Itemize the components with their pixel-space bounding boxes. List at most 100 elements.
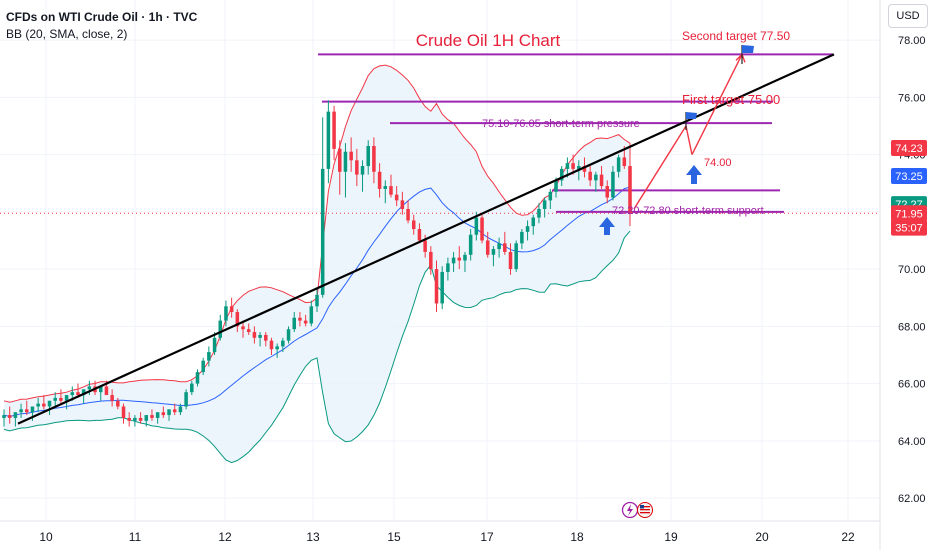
candle [531, 214, 536, 235]
candle [542, 197, 547, 218]
candle [406, 200, 410, 224]
candle [343, 143, 348, 198]
candle [451, 251, 456, 272]
candle [537, 203, 541, 224]
candle [246, 323, 251, 335]
first-target-label: First target 75.00 [682, 92, 780, 107]
candle [429, 246, 433, 275]
candle [503, 231, 507, 255]
candle [195, 369, 200, 387]
candle [303, 314, 308, 327]
arrow-up-icon [599, 217, 615, 235]
candle [241, 320, 245, 338]
candle [366, 140, 370, 175]
candle [110, 389, 114, 407]
candles [2, 100, 632, 427]
symbol-title: CFDs on WTI Crude Oil · 1h · TVC [6, 10, 198, 24]
x-tick-label: 11 [129, 530, 142, 544]
currency-button[interactable]: USD [888, 4, 928, 28]
candle [7, 406, 12, 424]
candle [611, 166, 615, 201]
candle [98, 386, 103, 401]
candle [224, 300, 228, 327]
candle [87, 380, 92, 396]
candle [508, 243, 513, 275]
candle [485, 231, 490, 258]
candle [252, 326, 257, 344]
candle [235, 309, 240, 333]
price-label: 74.23 [891, 139, 927, 156]
price-label-text: 73.25 [895, 171, 923, 183]
y-tick-label: 76.00 [898, 92, 926, 104]
candle [372, 137, 376, 184]
event-icons [621, 501, 653, 519]
candle [298, 312, 302, 327]
candle [594, 171, 598, 192]
candle [400, 191, 405, 215]
indicator-legend[interactable]: BB (20, SMA, close, 2) [6, 27, 128, 41]
price-label: 71.95 [891, 205, 927, 222]
candle [525, 220, 530, 241]
candle [349, 137, 353, 172]
candle [201, 357, 205, 376]
y-tick-label: 68.00 [898, 321, 926, 333]
pullback-label: 74.00 [704, 157, 732, 169]
candle [155, 412, 160, 424]
x-tick-label: 20 [755, 530, 769, 544]
candle [440, 266, 444, 310]
candle [394, 186, 399, 207]
candle [463, 251, 467, 272]
candle [457, 246, 462, 270]
support-label: 72.20-72.80 short-term support [612, 205, 764, 217]
x-tick-label: 15 [387, 530, 401, 544]
x-tick-label: 13 [306, 530, 320, 544]
candle [133, 415, 137, 427]
candle [190, 380, 194, 396]
candle [355, 148, 359, 187]
candle [434, 260, 439, 313]
candle [13, 412, 18, 427]
candle [2, 409, 6, 427]
candle [588, 166, 592, 187]
candle [337, 140, 342, 195]
candle [264, 332, 268, 347]
candle [116, 397, 120, 410]
y-tick-label: 66.00 [898, 379, 926, 391]
candle [138, 412, 143, 424]
candle [184, 389, 188, 410]
candle [628, 143, 632, 227]
candle [446, 257, 450, 281]
candle [47, 400, 52, 416]
candle [36, 397, 40, 413]
candle [218, 314, 223, 341]
candle [144, 415, 149, 427]
candle [616, 154, 621, 178]
candle [480, 214, 484, 244]
candle [229, 297, 234, 318]
candle [559, 166, 564, 187]
projection-segment [691, 54, 743, 155]
second-target-label: Second target 77.50 [682, 29, 790, 43]
x-tick-label: 17 [480, 530, 494, 544]
candle [514, 240, 518, 272]
candle [383, 180, 388, 204]
candle [178, 403, 183, 416]
bollinger-fill [4, 65, 630, 463]
candle [53, 392, 57, 407]
candle [315, 289, 319, 313]
trendline[interactable] [17, 53, 835, 425]
candle [360, 160, 365, 192]
candle [59, 389, 63, 404]
candle [320, 117, 325, 298]
candle [292, 312, 297, 333]
candle [326, 100, 331, 184]
candle [411, 214, 416, 235]
x-tick-label: 12 [218, 530, 232, 544]
candle [548, 188, 553, 209]
candle [497, 237, 501, 258]
candle [417, 223, 422, 244]
price-label-text: 71.95 [895, 208, 923, 220]
price-label: 73.25 [891, 168, 927, 185]
